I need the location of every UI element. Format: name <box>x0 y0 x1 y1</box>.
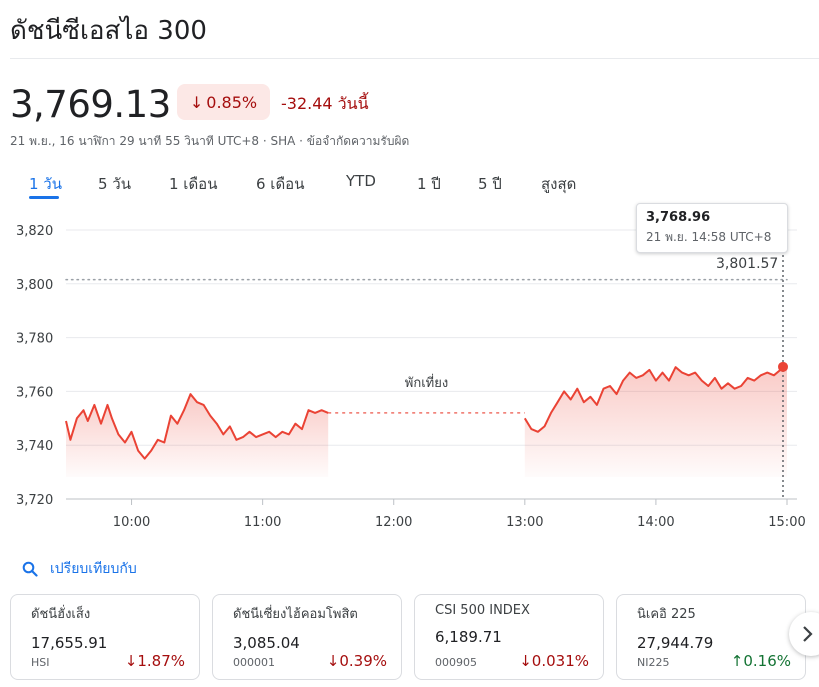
arrow-down-icon: ↓ <box>189 92 204 112</box>
percent-change-value: 0.85% <box>206 92 258 112</box>
morning-session-line <box>65 393 329 460</box>
card-name: ดัชนีเซี่ยงไฮ้คอมโพสิต <box>233 607 358 622</box>
card-price: 27,944.79 <box>637 634 714 652</box>
afternoon-session-area <box>524 366 787 477</box>
x-tick-label: 15:00 <box>768 515 805 530</box>
card-symbol: 000001 <box>233 656 275 669</box>
x-tick-label: 10:00 <box>113 515 150 530</box>
absolute-change: -32.44 วันนี้ <box>281 94 369 113</box>
tooltip-value: 3,768.96 <box>646 210 711 225</box>
card-symbol: NI225 <box>637 656 670 669</box>
card-change: ↓0.031% <box>519 652 589 670</box>
compare-card-csi-500[interactable]: CSI 500 INDEX 6,189.71 000905 ↓0.031% <box>414 594 604 680</box>
next-cards-button[interactable] <box>789 612 819 656</box>
price-chart[interactable]: 3,820 3,800 3,780 3,760 3,740 3,720 10:00 11:00… <box>0 200 819 535</box>
arrow-down-icon: ↓ <box>124 652 138 670</box>
x-tick-label: 13:00 <box>506 515 543 530</box>
arrow-down-icon: ↓ <box>519 652 532 670</box>
card-change: ↑0.16% <box>731 652 791 670</box>
card-change: ↓0.39% <box>327 652 387 670</box>
card-change: ↓1.87% <box>125 652 185 670</box>
chevron-right-icon <box>803 626 813 642</box>
compare-label: เปรียบเทียบกับ <box>50 561 137 577</box>
tab-ytd[interactable]: YTD <box>346 172 376 190</box>
card-name: นิเคอิ 225 <box>637 607 696 622</box>
search-icon <box>22 561 38 577</box>
arrow-up-icon: ↑ <box>730 652 744 670</box>
y-tick-label: 3,780 <box>16 332 53 347</box>
arrow-down-icon: ↓ <box>326 652 340 670</box>
tooltip-time: 21 พ.ย. 14:58 UTC+8 <box>646 230 772 244</box>
card-price: 3,085.04 <box>233 634 300 652</box>
compare-card-shanghai-composite[interactable]: ดัชนีเซี่ยงไฮ้คอมโพสิต 3,085.04 000001 ↓… <box>212 594 402 680</box>
y-tick-label: 3,720 <box>16 493 53 508</box>
chart-tooltip: 3,768.96 21 พ.ย. 14:58 UTC+8 <box>636 203 788 253</box>
card-name: CSI 500 INDEX <box>435 603 530 618</box>
tab-max[interactable]: สูงสุด <box>541 175 577 193</box>
card-change-value: 1.87% <box>137 652 185 670</box>
active-tab-indicator <box>29 196 59 199</box>
morning-session-area <box>66 394 329 477</box>
card-price: 17,655.91 <box>31 634 108 652</box>
page-title: ดัชนีซีเอสไอ 300 <box>10 16 207 46</box>
x-tick-label: 12:00 <box>375 515 412 530</box>
tab-1-month[interactable]: 1 เดือน <box>169 175 218 193</box>
quote-meta: 21 พ.ย., 16 นาฬิกา 29 นาที 55 วินาที UTC… <box>10 134 410 148</box>
tab-5-day[interactable]: 5 วัน <box>98 175 131 193</box>
lunch-break-label: พักเที่ยง <box>405 374 448 391</box>
card-change-value: 0.39% <box>339 652 387 670</box>
compare-button[interactable]: เปรียบเทียบกับ <box>22 558 137 580</box>
chart-axes: 3,820 3,800 3,780 3,760 3,740 3,720 10:00 11:00… <box>16 224 806 530</box>
y-tick-label: 3,800 <box>16 278 53 293</box>
hover-point <box>778 361 788 372</box>
compare-card-hsi[interactable]: ดัชนีฮั่งเส็ง 17,655.91 HSI ↓1.87% <box>10 594 200 680</box>
tab-1-day[interactable]: 1 วัน <box>29 175 62 193</box>
compare-card-nikkei-225[interactable]: นิเคอิ 225 27,944.79 NI225 ↑0.16% <box>616 594 806 680</box>
card-change-value: 0.031% <box>531 652 589 670</box>
y-tick-label: 3,760 <box>16 385 53 400</box>
card-symbol: 000905 <box>435 656 477 669</box>
y-tick-label: 3,740 <box>16 439 53 454</box>
percent-change-badge: ↓ 0.85% <box>177 84 270 120</box>
y-tick-label: 3,820 <box>16 224 53 239</box>
tab-1-year[interactable]: 1 ปี <box>417 175 441 193</box>
card-symbol: HSI <box>31 656 50 669</box>
tab-6-month[interactable]: 6 เดือน <box>256 175 305 193</box>
header-divider <box>10 58 819 59</box>
chart-series <box>65 250 788 499</box>
afternoon-session-line <box>523 365 788 433</box>
current-price: 3,769.13 <box>10 83 171 126</box>
card-change-value: 0.16% <box>743 652 791 670</box>
x-tick-label: 11:00 <box>244 515 281 530</box>
card-price: 6,189.71 <box>435 628 502 646</box>
previous-close-label: 3,801.57 <box>716 256 779 272</box>
x-tick-label: 14:00 <box>637 515 674 530</box>
card-name: ดัชนีฮั่งเส็ง <box>31 607 91 622</box>
tab-5-year[interactable]: 5 ปี <box>478 175 502 193</box>
